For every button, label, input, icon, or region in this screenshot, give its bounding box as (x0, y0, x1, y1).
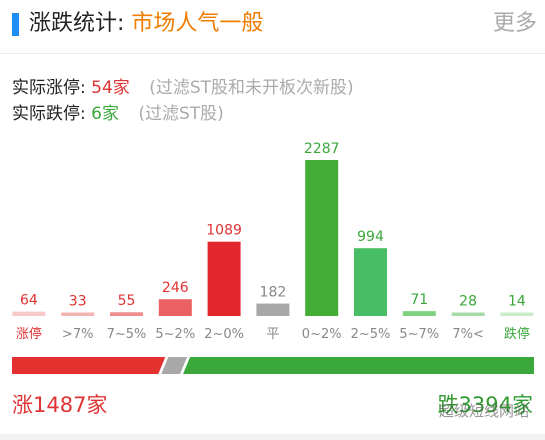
header-divider (0, 53, 545, 54)
total-down-count: 跌3394家 (437, 393, 533, 417)
category-label: 7~5% (107, 327, 147, 342)
bottom-divider (0, 434, 545, 440)
bar (451, 312, 485, 316)
bar (354, 248, 387, 316)
header-accent-bar (12, 13, 19, 36)
bar-value-label: 182 (260, 285, 287, 301)
category-label: >7% (62, 327, 94, 342)
section-title: 涨跌统计: 市场人气一般 (29, 8, 263, 40)
bar-value-label: 33 (69, 294, 87, 310)
category-label: 涨停 (16, 326, 42, 342)
up-down-ratio-bar (12, 357, 534, 374)
bar-value-label: 1089 (206, 223, 242, 239)
limit-down-line: 实际跌停: 6家 (过滤ST股) (12, 103, 224, 125)
limit-down-label: 实际跌停: (12, 104, 86, 124)
bar (158, 299, 192, 316)
bar-value-label: 2287 (304, 141, 340, 157)
bar-value-label: 994 (357, 229, 384, 245)
limit-up-value: 54家 (91, 78, 130, 98)
bar-value-label: 64 (20, 293, 38, 309)
title-label: 涨跌统计: (29, 11, 125, 36)
watermark: 超级短线网站 (438, 402, 529, 420)
bar (110, 312, 143, 316)
category-label: 7%< (452, 327, 484, 342)
category-label: 2~0% (204, 327, 244, 342)
bar-value-label: 246 (162, 280, 189, 296)
limit-up-line: 实际涨停: 54家 (过滤ST股和未开板次新股) (12, 77, 354, 99)
bar (61, 312, 95, 316)
bar (12, 311, 46, 316)
ratio-up-segment (12, 357, 166, 374)
market-sentiment: 市场人气一般 (131, 11, 264, 36)
category-label: 平 (266, 327, 279, 342)
limit-down-value: 6家 (91, 104, 119, 124)
bar (402, 311, 436, 316)
category-label: 2~5% (351, 327, 391, 342)
bar-value-label: 71 (410, 292, 428, 308)
ratio-down-segment (183, 357, 534, 374)
limit-down-note: (过滤ST股) (138, 104, 224, 124)
bar-value-label: 55 (118, 293, 136, 309)
bar (500, 312, 534, 316)
category-label: 跌停 (504, 326, 530, 342)
limit-up-note: (过滤ST股和未开板次新股) (149, 78, 354, 98)
total-up-count: 涨1487家 (12, 393, 108, 417)
category-label: 0~2% (302, 327, 342, 342)
category-label: 5~7% (399, 327, 439, 342)
bar (305, 160, 339, 316)
ratio-flat-segment (161, 357, 188, 374)
distribution-chart: 64 涨停 33 >7% 55 7~5% 246 5~2% 1089 2~0% 182 平 2287 0~… (12, 141, 534, 342)
bar-value-label: 14 (508, 294, 526, 310)
more-link[interactable]: 更多 (492, 11, 537, 36)
bar-value-label: 28 (459, 294, 477, 310)
category-label: 5~2% (155, 327, 195, 342)
limit-up-label: 实际涨停: (12, 78, 86, 98)
bar (256, 303, 290, 316)
bar (207, 241, 241, 316)
